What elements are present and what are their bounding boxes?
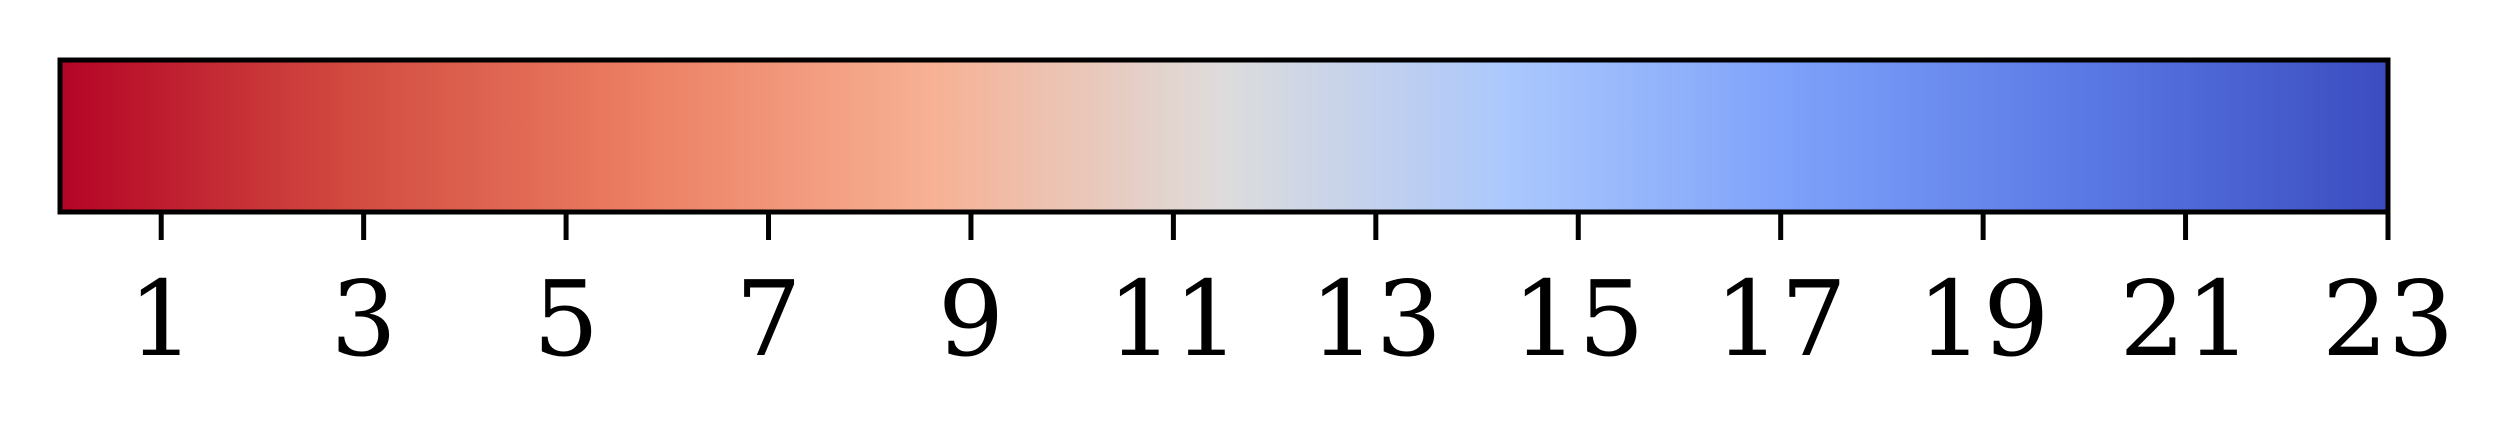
colorbar-tick-label: 7: [735, 258, 801, 380]
colorbar-tick-label: 17: [1715, 258, 1847, 380]
colorbar-tick-labels: 1 3 5 7 9 11 13 15 17 19 21 23: [128, 258, 2454, 380]
colorbar-tick-label: 23: [2322, 258, 2454, 380]
colorbar-tick-label: 5: [533, 258, 599, 380]
colorbar-gradient: [60, 60, 2388, 212]
colorbar-tick-label: 1: [128, 258, 194, 380]
colorbar-frame: [57, 57, 2391, 215]
colorbar-ticks: [158, 212, 2391, 240]
colorbar-tick-label: 13: [1310, 258, 1442, 380]
colorbar-tick-label: 21: [2119, 258, 2251, 380]
colorbar-tick-label: 9: [938, 258, 1004, 380]
colorbar-tick-label: 15: [1512, 258, 1644, 380]
colorbar-tick-label: 3: [331, 258, 397, 380]
colorbar-tick-label: 19: [1917, 258, 2049, 380]
colorbar-tick-label: 11: [1107, 258, 1239, 380]
